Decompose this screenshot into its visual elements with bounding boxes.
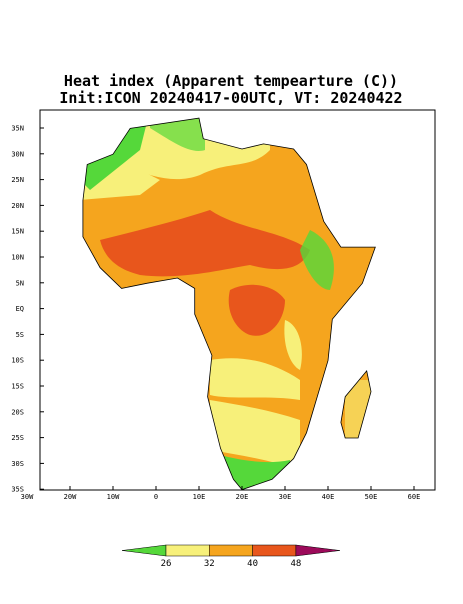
lat-label: 25S — [11, 434, 24, 442]
lon-label: 30W — [21, 493, 34, 501]
lon-label: 20W — [64, 493, 77, 501]
lon-label: 10W — [107, 493, 120, 501]
lat-label: 35S — [11, 486, 24, 494]
lon-label: 0 — [154, 493, 158, 501]
lat-label: 5N — [16, 279, 24, 287]
lat-label: EQ — [16, 305, 24, 313]
lon-label: 20E — [236, 493, 249, 501]
colorbar-box — [165, 544, 210, 557]
lon-label: 40E — [322, 493, 335, 501]
colorbar-label: 48 — [290, 559, 301, 569]
colorbar-end — [295, 544, 340, 557]
lat-label: 30N — [11, 150, 24, 158]
colorbar-label: 40 — [247, 559, 258, 569]
lon-label: 10E — [193, 493, 206, 501]
lat-label: 15S — [11, 383, 24, 391]
lon-label: 50E — [365, 493, 378, 501]
lat-label: 10N — [11, 254, 24, 262]
lon-label: 60E — [408, 493, 421, 501]
coastline — [82, 117, 376, 491]
lat-label: 30S — [11, 460, 24, 468]
lat-label: 5S — [16, 331, 24, 339]
lat-label: 20S — [11, 408, 24, 416]
colorbar-label: 32 — [204, 559, 215, 569]
lon-label: 30E — [279, 493, 292, 501]
colorbar-box — [209, 544, 253, 557]
colorbar: 26 32 40 48 — [121, 544, 340, 569]
title-line-2: Init:ICON 20240417-00UTC, VT: 20240422 — [59, 89, 402, 107]
colorbar-end — [121, 544, 167, 557]
axes: 35N 30N 25N 20N 15N 10N 5N EQ 5S 10S 15S 20S 25S 30S 3… — [11, 125, 420, 502]
lat-label: 10S — [11, 357, 24, 365]
lat-label: 15N — [11, 228, 24, 236]
lat-label: 35N — [11, 125, 24, 133]
colorbar-label: 26 — [161, 559, 172, 569]
lat-label: 25N — [11, 176, 24, 184]
colorbar-box — [252, 544, 297, 557]
title-line-1: Heat index (Apparent tempearture (C)) — [64, 72, 398, 90]
lat-label: 20N — [11, 202, 24, 210]
